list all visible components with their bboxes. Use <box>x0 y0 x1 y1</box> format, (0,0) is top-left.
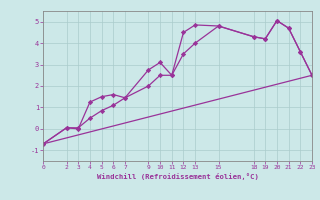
X-axis label: Windchill (Refroidissement éolien,°C): Windchill (Refroidissement éolien,°C) <box>97 173 259 180</box>
